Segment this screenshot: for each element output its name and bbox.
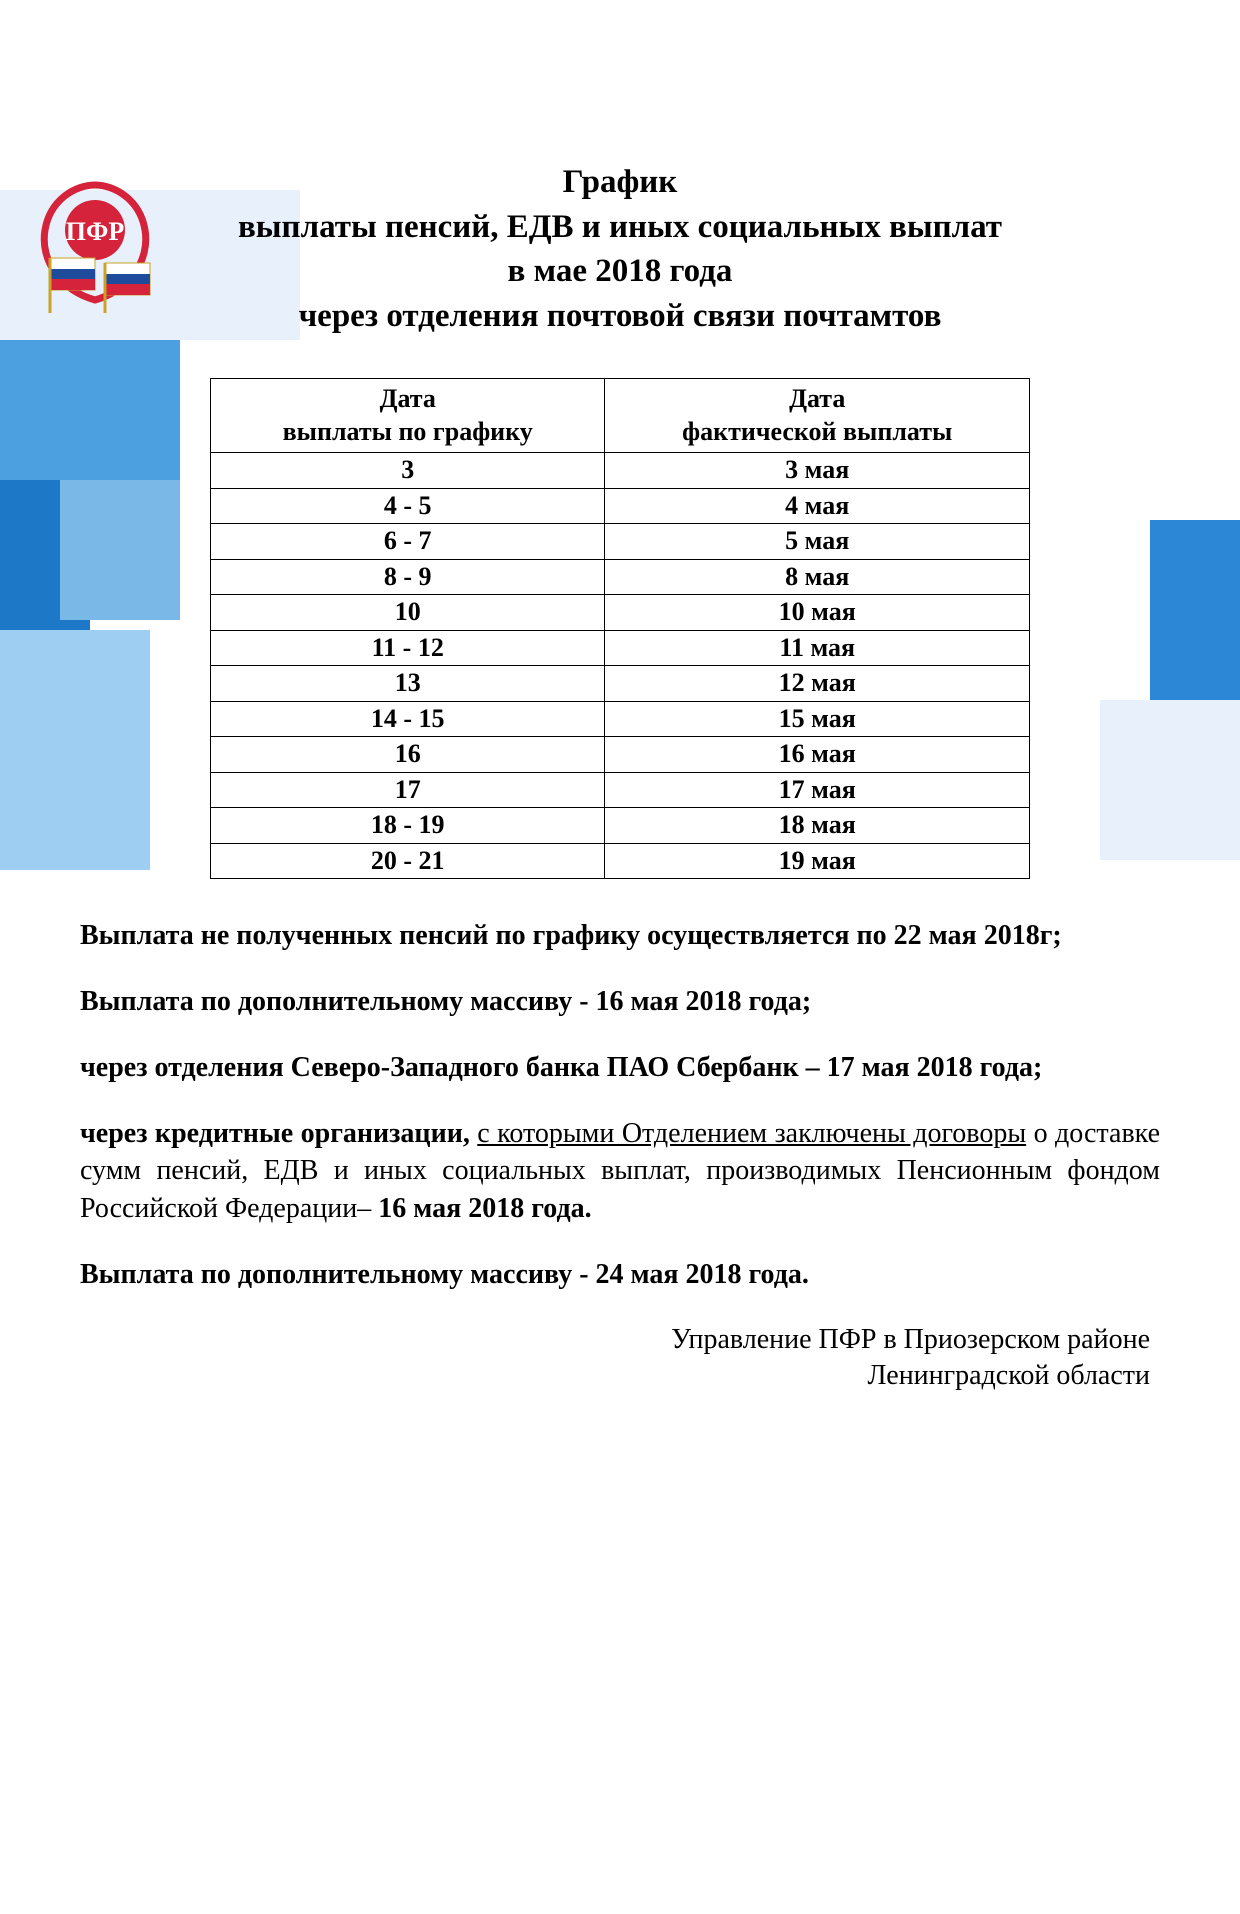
table-cell: 18 мая [605, 808, 1030, 844]
table-cell: 8 мая [605, 559, 1030, 595]
table-cell: 16 [211, 737, 605, 773]
title-line: График [563, 164, 678, 200]
table-row: 1010 мая [211, 595, 1030, 631]
title-line: через отделения почтовой связи почтамтов [299, 298, 942, 334]
table-cell: 16 мая [605, 737, 1030, 773]
table-cell: 11 мая [605, 630, 1030, 666]
table-row: 18 - 1918 мая [211, 808, 1030, 844]
para-4c: 16 мая 2018 года. [378, 1193, 591, 1224]
para-4u: с которыми Отделением заключены договоры [477, 1118, 1026, 1149]
para-1-text: Выплата не полученных пенсий по графику … [80, 920, 1062, 951]
para-4: через кредитные организации, с которыми … [80, 1115, 1160, 1228]
para-5: Выплата по дополнительному массиву - 24 … [80, 1256, 1160, 1294]
paragraphs: Выплата не полученных пенсий по графику … [80, 917, 1160, 1294]
title-line: в мае 2018 года [508, 253, 733, 289]
table-cell: 13 [211, 666, 605, 702]
para-3a: через отделения Северо-Западного банка П… [80, 1052, 827, 1083]
table-cell: 10 [211, 595, 605, 631]
table-row: 1312 мая [211, 666, 1030, 702]
footer: Управление ПФР в Приозерском районе Лени… [80, 1322, 1160, 1395]
table-header: Датафактической выплаты [605, 379, 1030, 453]
para-3b: 17 мая 2018 года; [827, 1052, 1043, 1083]
table-header: Датавыплаты по графику [211, 379, 605, 453]
schedule-table: Датавыплаты по графикуДатафактической вы… [210, 378, 1030, 879]
table-cell: 6 - 7 [211, 524, 605, 560]
table-cell: 19 мая [605, 843, 1030, 879]
table-cell: 17 мая [605, 772, 1030, 808]
table-cell: 14 - 15 [211, 701, 605, 737]
pfr-logo: ПФР [30, 180, 160, 325]
table-cell: 8 - 9 [211, 559, 605, 595]
table-row: 8 - 98 мая [211, 559, 1030, 595]
svg-text:ПФР: ПФР [66, 217, 125, 246]
table-cell: 17 [211, 772, 605, 808]
table-row: 6 - 75 мая [211, 524, 1030, 560]
table-cell: 3 мая [605, 453, 1030, 489]
table-cell: 20 - 21 [211, 843, 605, 879]
para-3: через отделения Северо-Западного банка П… [80, 1049, 1160, 1087]
table-cell: 4 - 5 [211, 488, 605, 524]
table-cell: 3 [211, 453, 605, 489]
document-title: График выплаты пенсий, ЕДВ и иных социал… [80, 160, 1160, 338]
footer-line1: Управление ПФР в Приозерском районе [671, 1324, 1150, 1355]
table-cell: 5 мая [605, 524, 1030, 560]
table-cell: 18 - 19 [211, 808, 605, 844]
table-row: 20 - 2119 мая [211, 843, 1030, 879]
footer-line2: Ленинградской области [867, 1360, 1150, 1391]
table-row: 33 мая [211, 453, 1030, 489]
para-1: Выплата не полученных пенсий по графику … [80, 917, 1160, 955]
table-cell: 12 мая [605, 666, 1030, 702]
table-cell: 4 мая [605, 488, 1030, 524]
table-row: 1616 мая [211, 737, 1030, 773]
table-cell: 15 мая [605, 701, 1030, 737]
title-line: выплаты пенсий, ЕДВ и иных социальных вы… [238, 209, 1002, 245]
para-2: Выплата по дополнительному массиву - 16 … [80, 983, 1160, 1021]
table-row: 4 - 54 мая [211, 488, 1030, 524]
para-4a: через кредитные организации, [80, 1118, 477, 1149]
table-row: 11 - 1211 мая [211, 630, 1030, 666]
table-row: 14 - 1515 мая [211, 701, 1030, 737]
table-cell: 10 мая [605, 595, 1030, 631]
table-cell: 11 - 12 [211, 630, 605, 666]
table-row: 1717 мая [211, 772, 1030, 808]
